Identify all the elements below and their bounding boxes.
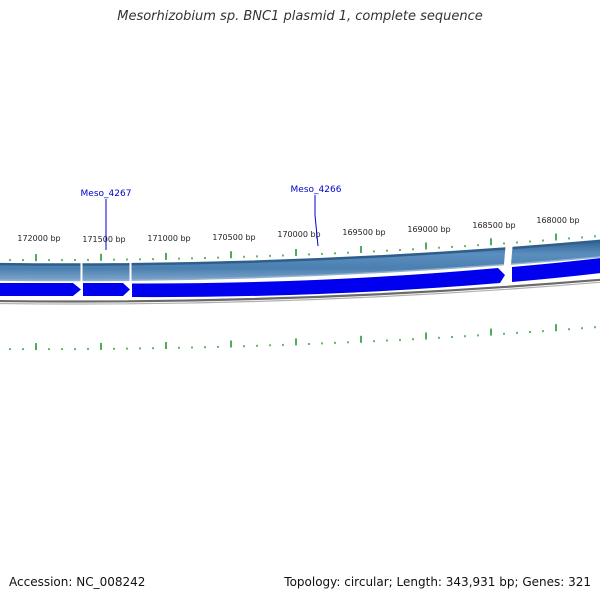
inner-scale-ticks — [9, 324, 596, 351]
tick-label-170000: 170000 bp — [277, 230, 320, 239]
map-summary-text: Topology: circular; Length: 343,931 bp; … — [284, 575, 591, 589]
gene-label-text[interactable]: Meso_4266 — [291, 185, 342, 195]
gene-label-meso-4267[interactable]: Meso_4267 — [81, 189, 132, 250]
outer-scale-ticks — [9, 233, 596, 262]
tick-label-168000: 168000 bp — [536, 216, 579, 225]
tick-label-169000: 169000 bp — [407, 225, 450, 234]
gene-label-leader — [314, 195, 319, 247]
tick-label-171500: 171500 bp — [82, 235, 125, 244]
gene-label-text[interactable]: Meso_4267 — [81, 189, 132, 199]
gene-arrow-1[interactable] — [0, 283, 81, 296]
tick-label-169500: 169500 bp — [342, 228, 385, 237]
tick-label-172000: 172000 bp — [17, 234, 60, 243]
accession-text: Accession: NC_008242 — [9, 575, 146, 589]
tick-label-170500: 170500 bp — [212, 233, 255, 242]
tick-label-168500: 168500 bp — [472, 221, 515, 230]
scale-labels: 172000 bp 171500 bp 171000 bp 170500 bp … — [17, 216, 579, 244]
gene-arrow-4[interactable] — [512, 257, 600, 282]
gene-arrow-2[interactable] — [83, 283, 130, 296]
gene-arrow-3[interactable] — [132, 268, 505, 298]
inner-ring — [0, 278, 600, 305]
gene-track — [0, 257, 600, 298]
backbone-gaps — [80, 245, 513, 284]
tick-label-171000: 171000 bp — [147, 234, 190, 243]
gene-label-meso-4266[interactable]: Meso_4266 — [291, 185, 342, 247]
map-title: Mesorhizobium sp. BNC1 plasmid 1, comple… — [117, 9, 483, 24]
